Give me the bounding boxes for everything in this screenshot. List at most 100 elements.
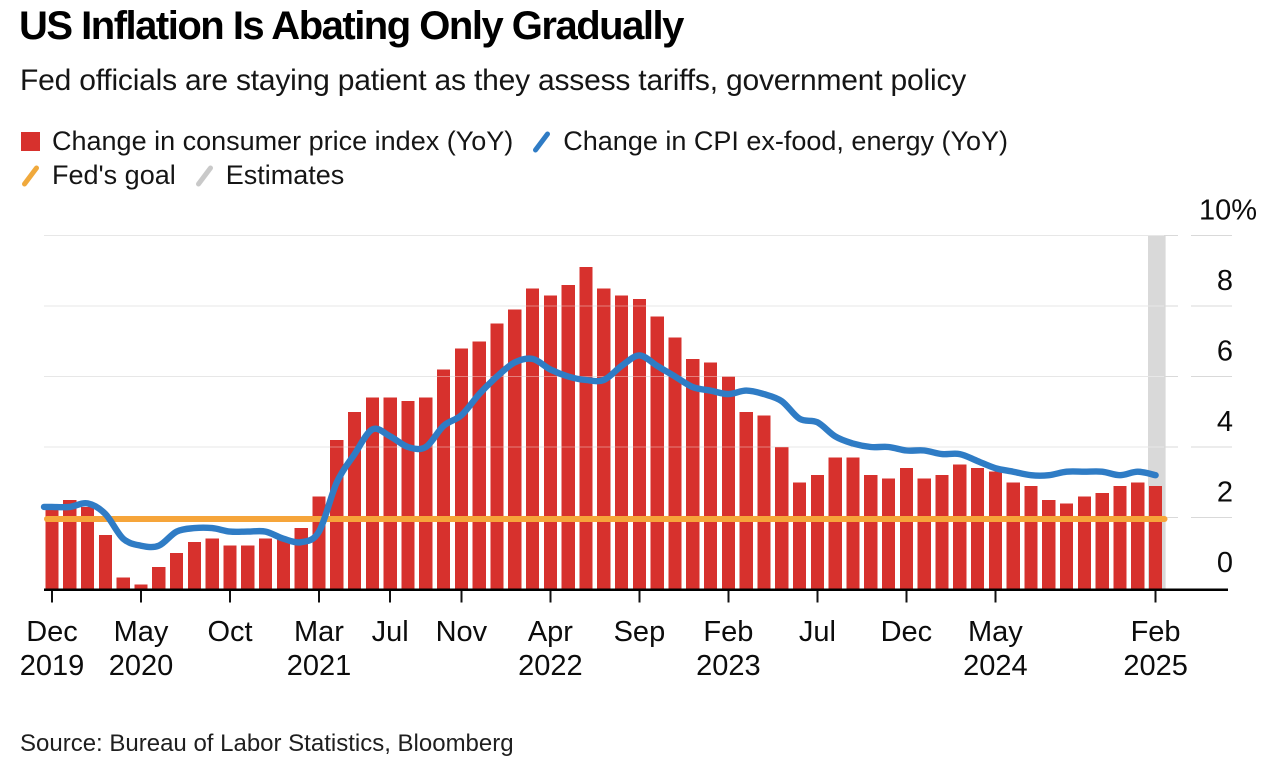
source-note: Source: Bureau of Labor Statistics, Bloo… xyxy=(20,730,514,757)
x-axis-month-label: Feb xyxy=(1131,616,1181,648)
x-axis-month-label: May xyxy=(968,616,1023,648)
x-axis-month-label: Jul xyxy=(372,616,409,648)
cpi-bar xyxy=(45,506,59,590)
cpi-bar xyxy=(1042,499,1056,590)
cpi-bar xyxy=(632,299,646,590)
legend-item-cpi: Change in consumer price index (YoY) xyxy=(20,126,513,157)
x-axis-year-label: 2022 xyxy=(518,650,583,682)
cpi-bar xyxy=(294,528,308,590)
cpi-bar xyxy=(187,542,201,590)
cpi-bar xyxy=(312,496,326,590)
x-axis-month-label: Sep xyxy=(614,616,666,648)
cpi-bar xyxy=(259,538,273,590)
x-axis-month-label: Apr xyxy=(528,616,573,648)
cpi-bar xyxy=(116,577,130,590)
legend-row-2: Fed's goal Estimates xyxy=(20,160,1008,191)
cpi-bar xyxy=(882,478,896,590)
cpi-bar xyxy=(668,337,682,590)
cpi-bar xyxy=(1006,482,1020,590)
core-cpi-line xyxy=(40,352,1159,551)
cpi-bar xyxy=(543,295,557,590)
legend-label-cpi: Change in consumer price index (YoY) xyxy=(52,126,514,156)
x-axis-month-label: Nov xyxy=(436,616,488,648)
gray-slash-icon xyxy=(195,165,213,186)
cpi-bar xyxy=(1113,485,1127,590)
cpi-bar xyxy=(81,506,95,590)
cpi-bar xyxy=(935,475,949,590)
x-axis-year-label: 2024 xyxy=(963,650,1028,682)
x-axis-month-label: Jul xyxy=(799,616,836,648)
chart-title: US Inflation Is Abating Only Gradually xyxy=(19,4,684,48)
cpi-bar xyxy=(1095,492,1109,590)
cpi-bar xyxy=(472,341,486,590)
legend-row-1: Change in consumer price index (YoY) Cha… xyxy=(20,126,1008,157)
x-axis-year-label: 2021 xyxy=(287,650,352,682)
cpi-bar xyxy=(899,468,913,590)
cpi-bar xyxy=(686,358,700,590)
cpi-bar xyxy=(917,478,931,590)
cpi-bar xyxy=(401,401,415,590)
cpi-bar xyxy=(365,397,379,590)
x-axis-month-label: Oct xyxy=(207,616,252,648)
legend-label-estimates: Estimates xyxy=(225,160,345,190)
y-axis-label: 4 xyxy=(1217,406,1233,438)
y-axis-label: 6 xyxy=(1217,336,1233,368)
cpi-bar xyxy=(953,464,967,590)
cpi-bar xyxy=(1149,485,1163,590)
y-axis-label: 10% xyxy=(1199,195,1257,227)
cpi-bar xyxy=(490,323,504,590)
cpi-bar xyxy=(988,471,1002,590)
cpi-bar xyxy=(276,538,290,590)
cpi-bar xyxy=(419,397,433,590)
cpi-bar xyxy=(846,457,860,590)
cpi-bar xyxy=(1060,503,1074,590)
cpi-bar xyxy=(597,288,611,590)
x-axis-year-label: 2019 xyxy=(20,650,85,682)
chart-legend: Change in consumer price index (YoY) Cha… xyxy=(20,126,1008,191)
cpi-bar xyxy=(793,482,807,590)
cpi-bar xyxy=(330,440,344,590)
x-axis-month-label: Dec xyxy=(881,616,933,648)
cpi-bar xyxy=(170,552,184,590)
red-square-icon xyxy=(21,132,40,151)
cpi-bar xyxy=(223,545,237,590)
cpi-bars xyxy=(45,267,1163,590)
cpi-bar xyxy=(526,288,540,590)
cpi-bar xyxy=(739,411,753,590)
cpi-bar xyxy=(152,566,166,590)
cpi-bar xyxy=(508,309,522,590)
cpi-bar xyxy=(864,475,878,590)
cpi-bar xyxy=(971,468,985,590)
y-axis-label: 2 xyxy=(1217,477,1233,509)
x-axis-month-label: Dec xyxy=(26,616,78,648)
cpi-bar xyxy=(721,376,735,590)
cpi-bar xyxy=(810,475,824,590)
x-axis-month-label: Feb xyxy=(703,616,753,648)
cpi-bar xyxy=(704,362,718,590)
cpi-bar xyxy=(579,267,593,590)
cpi-bar xyxy=(383,397,397,590)
cpi-bar xyxy=(205,538,219,590)
cpi-bar xyxy=(98,535,112,590)
cpi-bar xyxy=(241,545,255,590)
y-axis-label: 8 xyxy=(1217,265,1233,297)
x-axis-ticks xyxy=(51,591,1157,603)
cpi-bar xyxy=(134,584,148,590)
cpi-bar xyxy=(348,411,362,590)
legend-item-estimates: Estimates xyxy=(194,160,345,191)
cpi-bar xyxy=(650,316,664,590)
cpi-bar xyxy=(63,499,77,590)
cpi-bar xyxy=(437,369,451,590)
cpi-bar xyxy=(828,457,842,590)
blue-slash-icon xyxy=(533,131,551,152)
y-axis-label: 0 xyxy=(1217,547,1233,579)
yellow-slash-icon xyxy=(22,165,39,186)
cpi-bar xyxy=(615,295,629,590)
x-axis-month-label: May xyxy=(114,616,169,648)
x-axis-year-label: 2020 xyxy=(109,650,174,682)
cpi-bar xyxy=(1131,482,1145,590)
x-axis-year-label: 2023 xyxy=(696,650,761,682)
